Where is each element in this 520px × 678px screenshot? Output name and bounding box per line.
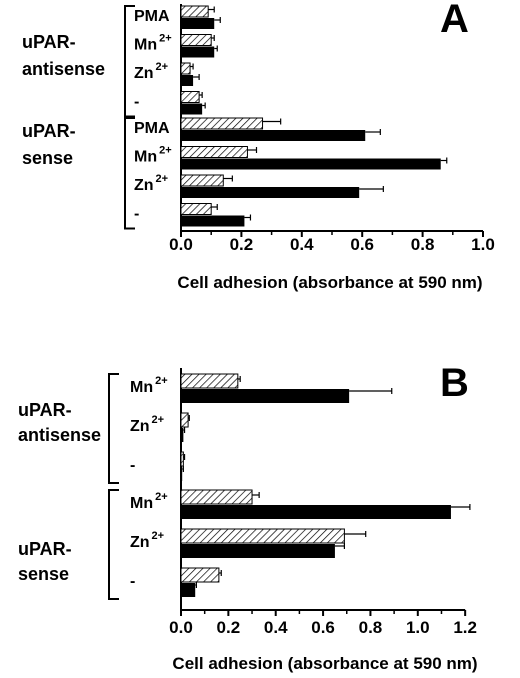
bar-solid <box>181 103 203 115</box>
x-tick-label: 0.8 <box>411 235 435 254</box>
x-tick-label: 0.8 <box>359 618 383 637</box>
group-label: uPAR- <box>18 539 72 559</box>
group-label: uPAR- <box>22 121 76 141</box>
bar-solid <box>181 505 451 519</box>
x-tick-label: 0.2 <box>217 618 241 637</box>
group-label: antisense <box>22 59 105 79</box>
bar-hatched <box>180 5 209 18</box>
bar-solid <box>181 467 183 481</box>
group-bracket <box>124 117 135 230</box>
category-label-superscript: 2+ <box>156 61 169 73</box>
group-bracket <box>124 5 135 118</box>
category-label: Mn 2+ <box>134 33 172 54</box>
bar-hatched <box>180 489 253 505</box>
category-label-superscript: 2+ <box>152 530 165 542</box>
bar-hatched <box>180 174 224 187</box>
x-tick-label: 1.0 <box>406 618 430 637</box>
bar-hatched <box>180 528 345 544</box>
bar-hatched <box>180 34 212 46</box>
panel-a-chart: 0.0 0.2 0.4 0.6 0.8 1.0 Cell adhesion (absorba… <box>22 4 495 292</box>
category-label-superscript: 2+ <box>159 145 172 157</box>
x-axis-title: Cell adhesion (absorbance at 590 nm) <box>172 654 477 673</box>
category-label: PMA <box>134 120 170 137</box>
category-label: Mn 2+ <box>130 375 168 396</box>
panel-letter-a: A <box>440 0 469 41</box>
category-label: Zn 2+ <box>130 414 164 435</box>
x-tick-label: 0.6 <box>350 235 374 254</box>
group-label: uPAR- <box>22 32 76 52</box>
category-label: Zn 2+ <box>134 61 168 82</box>
x-tick-label: 0.4 <box>264 618 288 637</box>
bar-hatched <box>180 451 184 467</box>
group-bracket <box>108 489 119 600</box>
category-label: - <box>134 206 139 223</box>
x-axis-title: Cell adhesion (absorbance at 590 nm) <box>177 273 482 292</box>
panel-letter-b: B <box>440 361 469 405</box>
bar-solid <box>181 130 366 141</box>
bar-hatched <box>180 412 189 428</box>
bar-hatched <box>180 203 212 215</box>
group-label: sense <box>18 564 69 584</box>
bar-hatched <box>180 373 239 389</box>
category-label: - <box>130 573 135 590</box>
x-tick-label: 0.2 <box>230 235 254 254</box>
x-tick-label: 1.0 <box>471 235 495 254</box>
category-label: PMA <box>134 8 170 25</box>
x-tick-label: 0.4 <box>290 235 314 254</box>
bar-solid <box>181 187 360 198</box>
x-tick-label: 1.2 <box>453 618 477 637</box>
panel-b-chart: 0.0 0.2 0.4 0.6 0.8 1.0 1.2 Cell adhesion (abso… <box>18 368 478 673</box>
bar-solid <box>181 158 441 170</box>
category-label: - <box>130 457 135 474</box>
group-bracket <box>108 373 119 484</box>
bar-hatched <box>180 62 191 75</box>
category-label: Mn 2+ <box>134 145 172 166</box>
bar-hatched <box>180 146 248 158</box>
bar-solid <box>181 544 335 558</box>
category-label: Mn 2+ <box>130 491 168 512</box>
category-label: Zn 2+ <box>134 173 168 194</box>
category-label-superscript: 2+ <box>156 173 169 185</box>
bar-hatched <box>180 117 264 130</box>
bar-solid <box>181 75 194 86</box>
category-label: Zn 2+ <box>130 530 164 551</box>
x-tick-label: 0.0 <box>169 235 193 254</box>
category-label-superscript: 2+ <box>152 414 165 426</box>
category-label: - <box>134 94 139 111</box>
bar-solid <box>181 46 215 58</box>
x-tick-label: 0.0 <box>169 618 193 637</box>
group-label: antisense <box>18 425 101 445</box>
bar-solid <box>181 428 184 442</box>
bar-solid <box>181 583 196 597</box>
category-label-superscript: 2+ <box>155 491 168 503</box>
bar-solid <box>181 389 350 403</box>
bar-solid <box>181 18 215 29</box>
bar-hatched <box>180 567 220 583</box>
bar-solid <box>181 215 245 227</box>
category-label-superscript: 2+ <box>155 375 168 387</box>
x-tick-label: 0.6 <box>311 618 335 637</box>
group-label: sense <box>22 148 73 168</box>
bar-hatched <box>180 91 200 103</box>
category-label-superscript: 2+ <box>159 33 172 45</box>
group-label: uPAR- <box>18 400 72 420</box>
